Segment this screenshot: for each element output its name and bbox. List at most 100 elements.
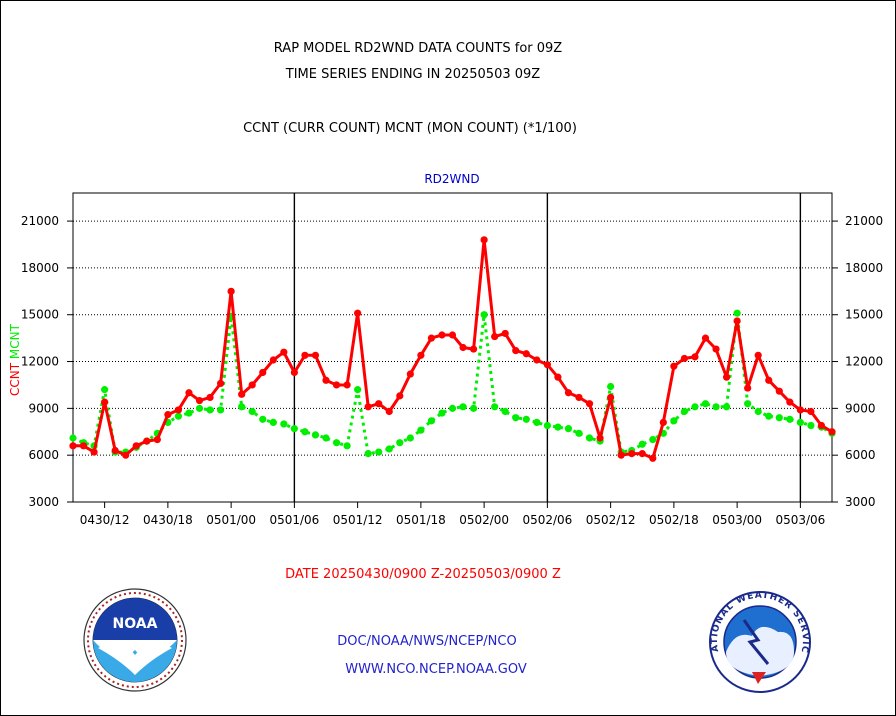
data-point-ccnt (438, 331, 446, 339)
data-point-ccnt (491, 332, 499, 341)
data-point-ccnt (469, 345, 478, 353)
data-point-mcnt (754, 407, 762, 416)
data-point-ccnt (554, 373, 562, 381)
data-point-ccnt (607, 393, 615, 402)
data-point-mcnt (469, 404, 478, 412)
x-tick-label: 0430/12 (80, 513, 130, 527)
y-axis-ticks: 3000 3000 6000 6000 9000 9000 12000 12000 15000 1… (21, 214, 883, 509)
data-point-ccnt (775, 387, 783, 395)
data-point-mcnt (733, 309, 741, 317)
data-point-ccnt (543, 361, 551, 369)
y-tick-label-right: 21000 (845, 214, 883, 228)
data-point-mcnt (691, 403, 699, 411)
data-point-mcnt (280, 420, 288, 428)
data-point-ccnt (343, 381, 351, 389)
y-axis-label-mcnt: MCNT (8, 323, 22, 359)
data-point-mcnt (512, 414, 520, 422)
data-point-ccnt (828, 428, 836, 436)
data-point-mcnt (206, 406, 214, 414)
data-point-ccnt (227, 287, 235, 295)
data-point-mcnt (375, 448, 383, 456)
data-point-mcnt (332, 439, 341, 447)
x-tick-label: 0502/00 (459, 513, 509, 527)
data-point-ccnt (311, 351, 320, 359)
y-tick-label-right: 3000 (845, 495, 876, 509)
x-tick-label: 0502/06 (522, 513, 572, 527)
data-point-mcnt (554, 423, 562, 431)
data-point-ccnt (617, 451, 625, 459)
data-point-mcnt (238, 403, 246, 411)
data-point-ccnt (733, 317, 741, 325)
data-point-ccnt (101, 398, 109, 406)
data-point-mcnt (765, 412, 773, 420)
data-point-ccnt (90, 448, 98, 456)
data-point-ccnt (122, 451, 130, 459)
data-point-ccnt (796, 406, 804, 414)
data-point-mcnt (670, 417, 678, 425)
noaa-logo-text: NOAA (113, 616, 158, 632)
x-tick-label: 0503/00 (712, 513, 762, 527)
data-point-mcnt (786, 415, 794, 423)
data-point-ccnt (396, 392, 404, 400)
y-tick-label-right: 6000 (845, 448, 876, 462)
nws-logo: NATIONAL WEATHER SERVICE (0, 0, 811, 693)
data-point-ccnt (722, 373, 731, 381)
data-point-ccnt (765, 376, 773, 384)
data-point-ccnt (786, 398, 794, 406)
panel-title: RD2WND (424, 172, 479, 186)
data-point-ccnt (638, 450, 646, 458)
x-tick-label: 0501/06 (269, 513, 319, 527)
data-point-mcnt (501, 407, 509, 416)
data-point-mcnt (807, 421, 815, 430)
data-point-ccnt (301, 351, 309, 359)
data-point-mcnt (185, 409, 193, 417)
y-axis-label-ccnt: CCNT (8, 362, 22, 396)
data-point-mcnt (385, 445, 393, 453)
data-point-ccnt (585, 400, 594, 408)
data-point-mcnt (491, 403, 499, 411)
x-axis-ticks: 0430/12 0430/18 0501/00 0501/06 0501/12 0501/… (80, 502, 825, 527)
series-layer (69, 236, 836, 462)
data-point-mcnt (459, 403, 467, 411)
footer-url-line: WWW.NCO.NCEP.NOAA.GOV (345, 662, 527, 677)
data-point-mcnt (259, 415, 267, 423)
data-point-ccnt (501, 329, 509, 338)
data-point-mcnt (248, 407, 256, 416)
data-point-ccnt (238, 390, 246, 398)
data-point-ccnt (375, 400, 383, 408)
data-point-ccnt (143, 437, 151, 445)
data-point-ccnt (79, 442, 88, 450)
y-tick-label-right: 12000 (845, 355, 883, 369)
data-point-mcnt (796, 418, 804, 427)
data-point-ccnt (659, 418, 667, 427)
data-point-mcnt (364, 450, 372, 458)
data-point-ccnt (406, 370, 414, 378)
data-point-ccnt (712, 345, 720, 353)
y-tick-label-right: 9000 (845, 401, 876, 415)
y-tick-label-left: 15000 (21, 308, 59, 322)
x-tick-label: 0503/06 (775, 513, 825, 527)
data-point-ccnt (69, 442, 77, 450)
data-point-mcnt (607, 382, 615, 391)
series-description: CCNT (CURR COUNT) MCNT (MON COUNT) (*1/1… (243, 121, 577, 136)
data-point-ccnt (628, 450, 636, 458)
data-point-mcnt (427, 417, 436, 425)
data-point-mcnt (522, 415, 530, 423)
y-tick-label-left: 18000 (21, 261, 59, 275)
data-point-mcnt (343, 442, 351, 450)
x-tick-label: 0502/18 (649, 513, 699, 527)
figure-subtitle: TIME SERIES ENDING IN 20250503 09Z (285, 67, 541, 82)
data-point-mcnt (195, 404, 204, 412)
data-point-ccnt (448, 331, 457, 339)
plot-area (72, 192, 833, 503)
data-point-ccnt (417, 351, 425, 359)
data-point-mcnt (564, 425, 573, 433)
data-point-mcnt (311, 431, 320, 439)
data-point-mcnt (301, 428, 309, 436)
data-point-mcnt (269, 418, 277, 427)
y-tick-label-right: 15000 (845, 308, 883, 322)
data-point-mcnt (438, 409, 446, 417)
x-tick-label: 0501/18 (396, 513, 446, 527)
data-point-ccnt (174, 406, 183, 414)
data-point-ccnt (480, 236, 488, 244)
